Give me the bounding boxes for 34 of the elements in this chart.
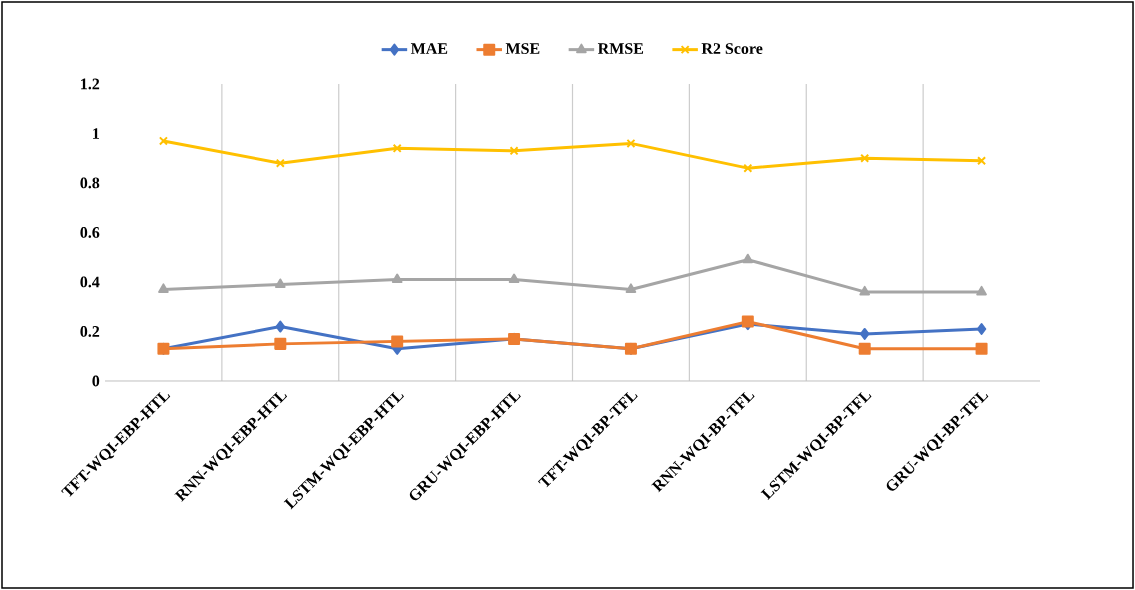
point	[860, 153, 870, 163]
y-tick-label: 0	[92, 375, 100, 387]
point	[391, 335, 404, 348]
point	[509, 146, 519, 156]
point	[275, 158, 285, 168]
point	[859, 285, 871, 296]
point	[274, 278, 286, 288]
y-tick-label: 0.4	[80, 276, 100, 288]
y-tick-label: 0.2	[80, 326, 100, 337]
point	[743, 163, 753, 173]
y-tick-label: 1.2	[81, 78, 100, 90]
point	[858, 342, 871, 355]
y-tick-label: 0.6	[80, 227, 100, 238]
point	[975, 342, 988, 355]
point	[859, 327, 870, 340]
point	[977, 156, 987, 166]
y-tick-label: 0.8	[80, 177, 100, 189]
legend-label: RMSE	[597, 43, 644, 54]
legend-label: MSE	[505, 43, 540, 54]
point	[392, 143, 402, 153]
y-tick-label: 1	[93, 128, 99, 139]
legend-label: R2 Score	[701, 43, 763, 54]
point	[274, 337, 287, 350]
point	[625, 283, 637, 293]
point	[976, 323, 987, 336]
point	[626, 138, 636, 148]
point	[158, 136, 168, 146]
point	[391, 273, 403, 284]
point	[158, 283, 169, 293]
point	[275, 320, 286, 333]
point	[742, 253, 754, 264]
point	[508, 273, 520, 284]
point	[976, 285, 987, 296]
legend-label: MAE	[410, 43, 448, 54]
